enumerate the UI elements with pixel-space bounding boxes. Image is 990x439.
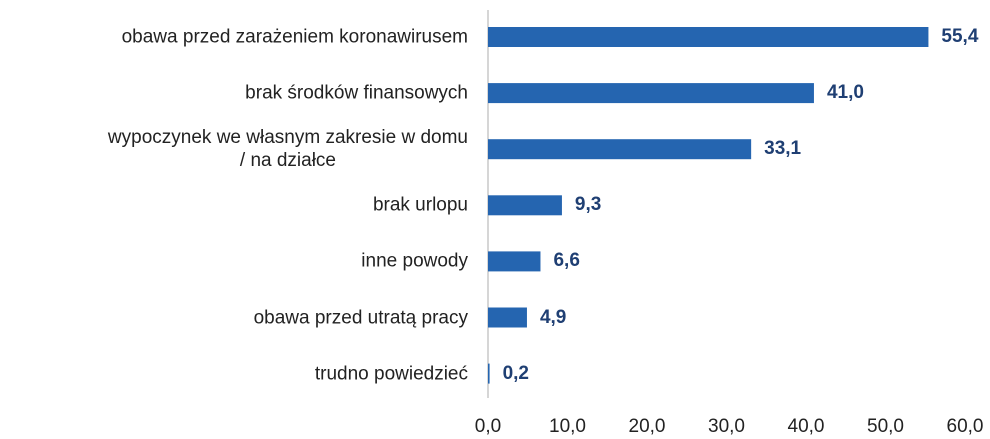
category-label: obawa przed zarażeniem koronawirusem: [121, 26, 468, 48]
bar: [488, 139, 752, 160]
category-label: wypoczynek we własnym zakresie w domu / …: [107, 127, 468, 172]
value-label: 9,3: [574, 194, 602, 216]
bar: [488, 363, 490, 384]
x-tick-label: 50,0: [867, 416, 904, 437]
bar: [488, 251, 541, 272]
value-label: 4,9: [539, 306, 567, 328]
bar: [488, 27, 929, 47]
value-label: 6,6: [553, 250, 580, 272]
category-label: inne powody: [361, 250, 468, 272]
x-tick-label: 10,0: [549, 416, 586, 437]
category-label: trudno powiedzieć: [314, 363, 468, 385]
value-label: 0,2: [502, 362, 529, 384]
value-label: 41,0: [826, 82, 864, 104]
category-label: brak urlopu: [372, 194, 468, 216]
x-tick-label: 0,0: [474, 416, 502, 437]
x-tick-label: 40,0: [787, 416, 825, 437]
bar: [488, 307, 527, 328]
category-label: brak środków finansowych: [245, 82, 468, 104]
value-label: 55,4: [941, 26, 979, 47]
x-tick-label: 30,0: [708, 416, 745, 437]
value-label: 33,1: [764, 138, 802, 160]
bar: [488, 83, 814, 104]
category-label: obawa przed utratą pracy: [253, 307, 468, 328]
x-tick-label: 20,0: [628, 416, 666, 437]
bar: [488, 195, 562, 216]
x-tick-label: 60,0: [946, 416, 984, 437]
